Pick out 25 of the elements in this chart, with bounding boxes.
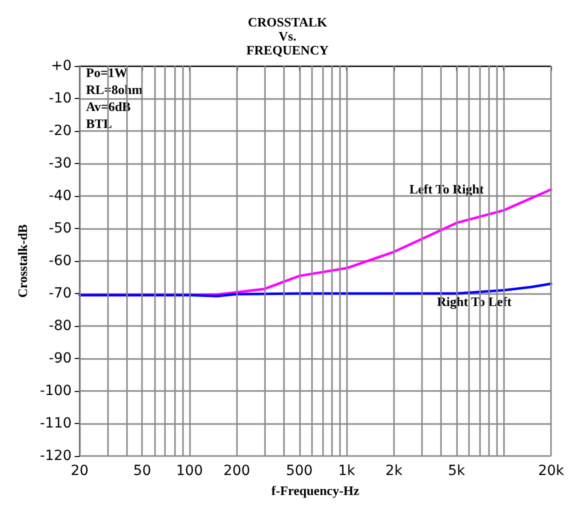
x-tick-label: 20k	[538, 463, 565, 479]
x-axis-title: f-Frequency-Hz	[271, 483, 360, 498]
y-tick-label: -10	[48, 90, 72, 106]
x-tick-label: 100	[176, 463, 203, 479]
y-tick-label: -50	[48, 220, 72, 236]
y-tick-label: +0	[51, 58, 72, 74]
y-tick-label: -40	[48, 188, 72, 204]
y-tick-label: -80	[48, 318, 72, 334]
y-axis-title: Crosstalk-dB	[15, 224, 30, 298]
y-tick-label: -100	[40, 383, 72, 399]
y-tick-label: -120	[40, 448, 72, 464]
y-tick-label: -90	[48, 350, 72, 366]
y-tick-label: -20	[48, 123, 72, 139]
chart-title: CROSSTALK Vs. FREQUENCY	[246, 14, 330, 58]
x-tick-label: 2k	[385, 463, 404, 479]
x-tick-label: 50	[133, 463, 152, 479]
y-tick-label: -60	[48, 253, 72, 269]
x-tick-label: 1k	[338, 463, 356, 479]
x-tick-label: 200	[223, 463, 250, 479]
y-tick-label: -30	[48, 156, 72, 172]
x-tick-label: 5k	[448, 463, 466, 479]
y-tick-label: -110	[40, 416, 72, 432]
y-tick-label: -70	[48, 286, 72, 302]
x-tick-label: 500	[286, 463, 313, 479]
x-tick-label: 20	[70, 463, 89, 479]
